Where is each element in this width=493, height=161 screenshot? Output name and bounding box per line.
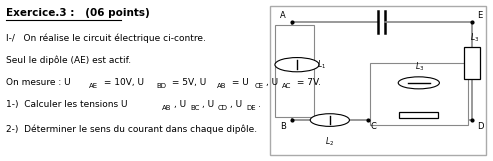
Text: On mesure : U: On mesure : U	[6, 78, 71, 87]
Bar	[275, 25, 314, 117]
Text: , U: , U	[175, 100, 186, 109]
Text: , U: , U	[202, 100, 214, 109]
Text: , U: , U	[266, 78, 278, 87]
Text: = 10V, U: = 10V, U	[101, 78, 144, 87]
Text: $L_2$: $L_2$	[325, 135, 334, 148]
Text: Exercice.3 :   (06 points): Exercice.3 : (06 points)	[6, 8, 150, 18]
Text: C: C	[371, 122, 376, 131]
Text: DE: DE	[246, 105, 255, 111]
Text: AB: AB	[162, 105, 172, 111]
Text: A: A	[280, 11, 286, 20]
Text: Seul le dipôle (AE) est actif.: Seul le dipôle (AE) est actif.	[6, 56, 132, 66]
Text: CE: CE	[254, 83, 263, 89]
Text: B: B	[280, 122, 286, 131]
Text: I-/   On réalise le circuit électrique ci-contre.: I-/ On réalise le circuit électrique ci-…	[6, 33, 206, 43]
Text: , U: , U	[230, 100, 243, 109]
Text: .: .	[258, 100, 261, 109]
Text: D: D	[477, 122, 484, 131]
Text: CD: CD	[217, 105, 227, 111]
Bar	[464, 47, 480, 79]
Text: = U: = U	[229, 78, 248, 87]
Bar	[399, 112, 438, 118]
Text: 2-)  Déterminer le sens du courant dans chaque dipôle.: 2-) Déterminer le sens du courant dans c…	[6, 125, 257, 134]
Text: AC: AC	[282, 83, 291, 89]
Text: AB: AB	[217, 83, 226, 89]
Text: = 7V.: = 7V.	[293, 78, 320, 87]
Bar	[270, 6, 486, 155]
Ellipse shape	[398, 77, 439, 89]
Text: BD: BD	[156, 83, 166, 89]
Text: $L_3$: $L_3$	[415, 60, 424, 73]
Text: BC: BC	[190, 105, 199, 111]
Text: 1-)  Calculer les tensions U: 1-) Calculer les tensions U	[6, 100, 128, 109]
Text: $L_1$: $L_1$	[317, 58, 326, 71]
Text: $L_3$: $L_3$	[469, 32, 479, 44]
Text: E: E	[477, 11, 482, 20]
Text: AE: AE	[89, 83, 98, 89]
Circle shape	[275, 58, 319, 72]
Text: = 5V, U: = 5V, U	[169, 78, 206, 87]
Bar	[370, 63, 468, 125]
Circle shape	[310, 114, 350, 126]
